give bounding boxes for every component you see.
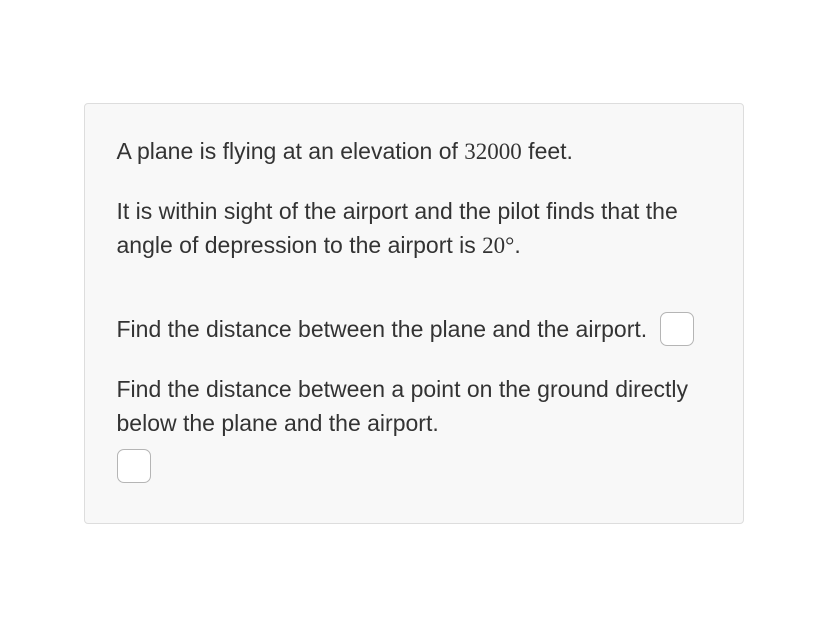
paragraph-angle: It is within sight of the airport and th…	[117, 194, 711, 264]
question-1-text: Find the distance between the plane and …	[117, 316, 648, 342]
text-segment: A plane is flying at an elevation of	[117, 138, 465, 164]
text-segment: It is within sight of the airport and th…	[117, 198, 678, 259]
question-1: Find the distance between the plane and …	[117, 312, 711, 348]
text-segment: feet.	[522, 138, 573, 164]
angle-value: 20	[482, 233, 505, 258]
elevation-value: 32000	[464, 139, 522, 164]
paragraph-elevation: A plane is flying at an elevation of 320…	[117, 134, 711, 170]
question-2-text: Find the distance between a point on the…	[117, 376, 689, 437]
degree-symbol: °	[505, 233, 514, 258]
answer-input-2[interactable]	[117, 449, 151, 483]
answer-input-1[interactable]	[660, 312, 694, 346]
problem-card: A plane is flying at an elevation of 320…	[84, 103, 744, 523]
question-2: Find the distance between a point on the…	[117, 372, 711, 485]
text-segment: .	[514, 232, 520, 258]
